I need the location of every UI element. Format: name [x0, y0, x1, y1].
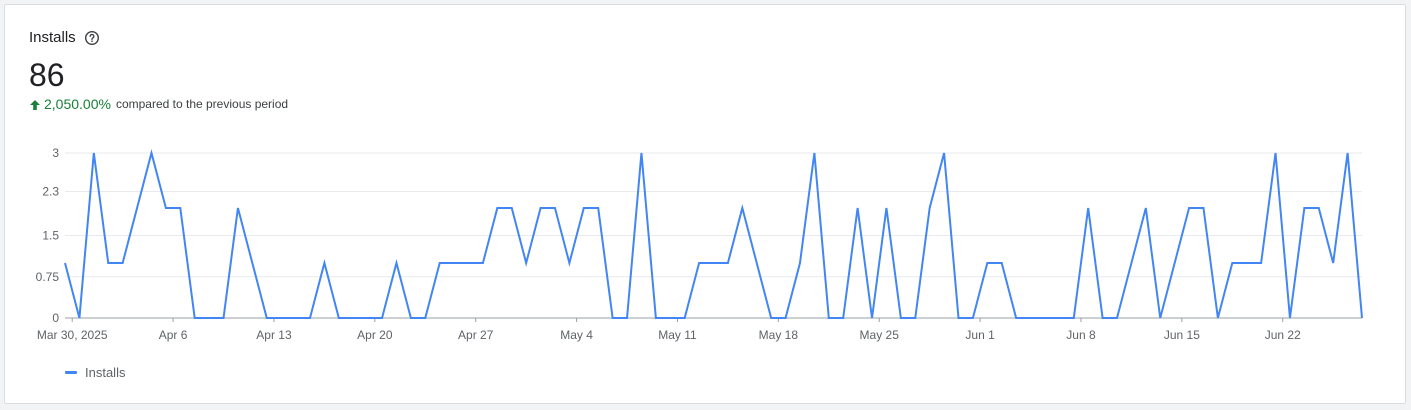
- total-installs-value: 86: [29, 57, 65, 93]
- help-circle-icon[interactable]: [84, 30, 100, 46]
- change-percentage: 2,050.00%: [44, 96, 111, 112]
- y-tick-label: 2.3: [42, 185, 59, 199]
- x-tick-label: Apr 20: [357, 328, 393, 342]
- chart-legend[interactable]: Installs: [65, 365, 125, 380]
- x-tick-label: May 18: [759, 328, 799, 342]
- installs-series-line: [64, 149, 1363, 319]
- card-header: Installs 86 2,050.00% compared to the pr…: [29, 29, 288, 112]
- x-tick-label: Apr 6: [159, 328, 188, 342]
- x-tick-label: Apr 13: [256, 328, 292, 342]
- x-tick-label: Jun 15: [1164, 328, 1200, 342]
- legend-swatch: [65, 371, 77, 374]
- y-tick-label: 1.5: [42, 229, 59, 243]
- x-tick-label: May 11: [658, 328, 697, 342]
- y-tick-label: 3: [52, 146, 59, 160]
- x-tick-label: Jun 22: [1265, 328, 1301, 342]
- x-tick-label: Jun 8: [1066, 328, 1096, 342]
- installs-line-chart: 0 0.75 1.5 2.3 3 Mar 30, 2025 Apr 6 Apr 13 Apr 2…: [36, 146, 1363, 342]
- installs-card: Installs 86 2,050.00% compared to the pr…: [4, 4, 1406, 404]
- arrow-up-icon: [29, 98, 41, 110]
- x-tick-label: May 25: [860, 328, 900, 342]
- title-row: Installs: [29, 29, 288, 46]
- change-description: compared to the previous period: [115, 97, 289, 111]
- legend-label: Installs: [85, 365, 126, 380]
- x-tick-label: Jun 1: [965, 328, 995, 342]
- y-tick-label: 0: [52, 311, 59, 325]
- x-tick-label: Apr 27: [458, 328, 494, 342]
- card-title: Installs: [29, 29, 76, 46]
- y-tick-label: 0.75: [36, 270, 60, 284]
- x-tick-label: May 4: [560, 328, 593, 342]
- change-row: 2,050.00% compared to the previous perio…: [29, 96, 288, 112]
- x-tick-label: Mar 30, 2025: [37, 328, 108, 342]
